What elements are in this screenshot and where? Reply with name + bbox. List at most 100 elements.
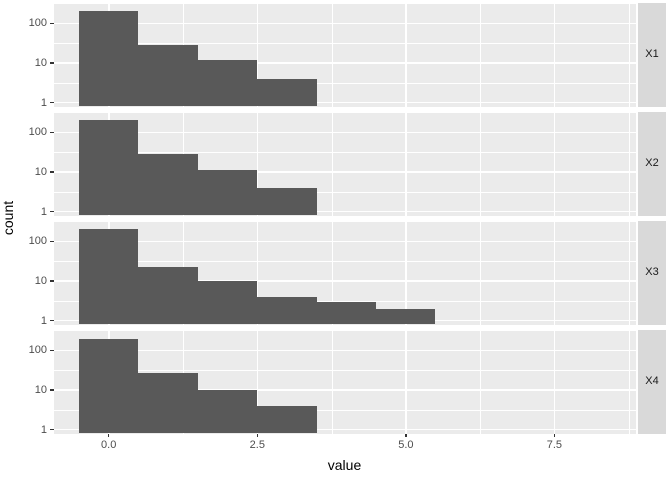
facet-strip-X2: X2 bbox=[638, 112, 666, 216]
y-tick-mark bbox=[50, 389, 54, 391]
x-major-gridline bbox=[405, 330, 407, 434]
x-tick-mark bbox=[108, 433, 110, 437]
y-minor-gridline bbox=[53, 191, 636, 193]
x-major-gridline bbox=[256, 3, 259, 107]
x-major-gridline bbox=[553, 3, 556, 107]
x-major-gridline bbox=[553, 221, 556, 325]
x-minor-gridline bbox=[331, 330, 333, 434]
histogram-bar bbox=[197, 59, 258, 107]
x-minor-gridline bbox=[628, 221, 630, 325]
y-major-gridline bbox=[53, 131, 636, 134]
y-tick-label: 10 bbox=[34, 165, 47, 178]
facet-panel-X3 bbox=[53, 221, 636, 325]
histogram-bar bbox=[138, 154, 198, 216]
y-tick-label: 100 bbox=[28, 126, 47, 139]
facet-strip-X3: X3 bbox=[638, 221, 666, 325]
x-major-gridline bbox=[256, 330, 259, 434]
y-tick-mark bbox=[50, 210, 54, 213]
histogram-bar bbox=[138, 267, 198, 325]
y-tick-label: 100 bbox=[28, 17, 47, 30]
facet-strip-X4: X4 bbox=[638, 330, 666, 434]
histogram-bar bbox=[79, 11, 139, 107]
histogram-bar bbox=[257, 405, 317, 434]
histogram-bar bbox=[316, 301, 377, 325]
y-tick-mark bbox=[50, 62, 54, 64]
histogram-bar bbox=[257, 296, 317, 325]
x-major-gridline bbox=[256, 221, 259, 325]
x-major-gridline bbox=[256, 112, 259, 216]
x-axis-title: value bbox=[327, 456, 362, 473]
y-minor-gridline bbox=[53, 409, 636, 411]
facet-strip-label: X2 bbox=[645, 157, 659, 170]
histogram-bar bbox=[138, 45, 198, 107]
x-minor-gridline bbox=[480, 3, 482, 107]
x-major-gridline bbox=[405, 221, 407, 325]
x-minor-gridline bbox=[331, 221, 333, 325]
y-tick-label: 10 bbox=[34, 56, 47, 69]
histogram-bar bbox=[197, 280, 258, 325]
y-major-gridline bbox=[53, 389, 636, 391]
facet-strip-X1: X1 bbox=[638, 3, 666, 107]
y-tick-label: 10 bbox=[34, 274, 47, 287]
y-tick-mark bbox=[50, 171, 54, 173]
y-major-gridline bbox=[53, 211, 636, 213]
y-tick-mark bbox=[50, 101, 54, 104]
y-tick-mark bbox=[50, 22, 54, 24]
y-minor-gridline bbox=[53, 261, 636, 263]
y-major-gridline bbox=[53, 102, 636, 104]
y-minor-gridline bbox=[53, 82, 636, 84]
histogram-bar bbox=[197, 389, 258, 434]
y-minor-gridline bbox=[53, 3, 636, 5]
x-minor-gridline bbox=[480, 112, 482, 216]
y-minor-gridline bbox=[53, 221, 636, 223]
y-tick-mark bbox=[50, 280, 54, 282]
x-tick-label: 5.0 bbox=[398, 439, 414, 451]
y-minor-gridline bbox=[53, 300, 636, 302]
x-tick-label: 0.0 bbox=[101, 439, 117, 451]
y-tick-label: 1 bbox=[40, 423, 47, 436]
facet-strip-label: X4 bbox=[645, 375, 659, 388]
x-minor-gridline bbox=[628, 112, 630, 216]
facet-panel-X2 bbox=[53, 112, 636, 216]
x-minor-gridline bbox=[628, 3, 630, 107]
y-tick-label: 1 bbox=[40, 205, 47, 218]
facet-panel-X4 bbox=[53, 330, 636, 434]
y-tick-mark bbox=[50, 240, 54, 242]
x-major-gridline bbox=[405, 112, 407, 216]
x-minor-gridline bbox=[628, 330, 630, 434]
y-tick-mark bbox=[50, 349, 54, 351]
y-tick-label: 100 bbox=[28, 344, 47, 357]
x-major-gridline bbox=[553, 112, 556, 216]
histogram-bar bbox=[138, 372, 198, 434]
histogram-bar bbox=[79, 338, 139, 434]
x-major-gridline bbox=[553, 330, 556, 434]
x-major-gridline bbox=[405, 3, 407, 107]
x-minor-gridline bbox=[480, 221, 482, 325]
facet-panel-X1 bbox=[53, 3, 636, 107]
histogram-bar bbox=[79, 229, 139, 325]
x-minor-gridline bbox=[480, 330, 482, 434]
facet-strip-label: X3 bbox=[645, 266, 659, 279]
x-tick-mark bbox=[553, 433, 556, 437]
y-minor-gridline bbox=[53, 330, 636, 332]
y-major-gridline bbox=[53, 62, 636, 64]
y-major-gridline bbox=[53, 171, 636, 173]
y-tick-label: 100 bbox=[28, 235, 47, 248]
x-tick-mark bbox=[405, 433, 407, 437]
y-tick-label: 1 bbox=[40, 96, 47, 109]
x-tick-mark bbox=[256, 433, 259, 437]
y-minor-gridline bbox=[53, 152, 636, 154]
y-tick-mark bbox=[50, 428, 54, 431]
facet-strip-label: X1 bbox=[645, 48, 659, 61]
y-axis-title: count bbox=[0, 201, 16, 236]
y-minor-gridline bbox=[53, 43, 636, 45]
y-minor-gridline bbox=[53, 370, 636, 372]
histogram-bar bbox=[257, 78, 317, 107]
x-tick-label: 2.5 bbox=[249, 439, 265, 451]
x-minor-gridline bbox=[331, 112, 333, 216]
x-tick-label: 7.5 bbox=[546, 439, 563, 451]
y-major-gridline bbox=[53, 349, 636, 352]
y-tick-mark bbox=[50, 319, 54, 322]
y-major-gridline bbox=[53, 280, 636, 282]
